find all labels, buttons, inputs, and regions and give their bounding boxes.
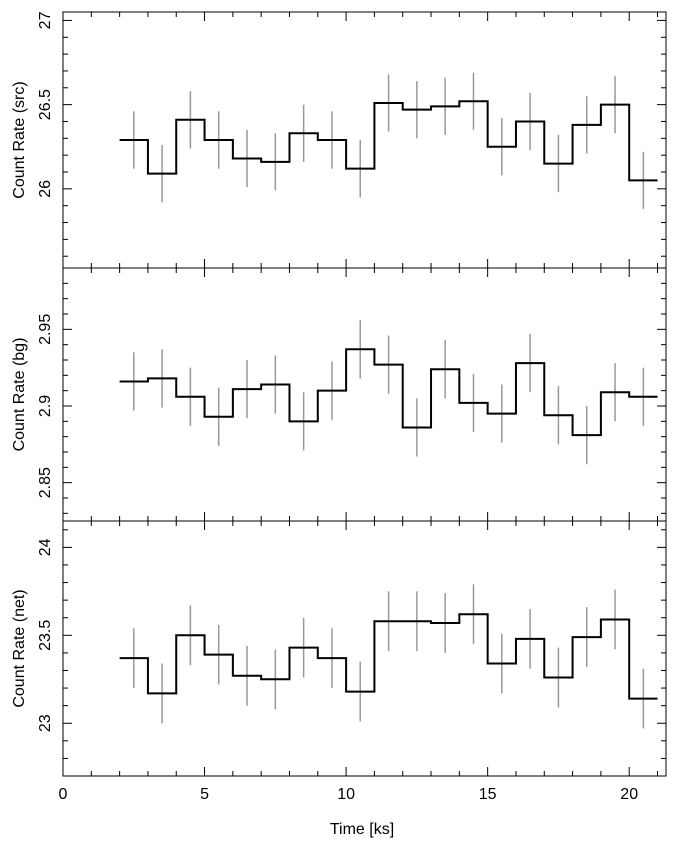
y-tick-label: 23 (37, 714, 54, 732)
series-step-line-net (119, 613, 658, 700)
y-axis-label-net: Count Rate (net) (11, 589, 28, 707)
panel-bg: 2.85 2.9 2.95 Count Rate (bg) (11, 267, 667, 522)
y-tick-label: 23.5 (37, 620, 54, 651)
panel-net: 23 23.5 24 Count Rate (net) (11, 520, 667, 777)
series-step-line-src (119, 100, 658, 182)
panel-src: 26 26.5 27 Count Rate (src) (11, 11, 667, 269)
y-tick-label: 26.5 (37, 89, 54, 120)
y-tick-label: 24 (37, 538, 54, 556)
x-tick-label: 10 (337, 786, 355, 803)
panel-frame-bg (62, 267, 667, 522)
y-tick-label: 2.9 (37, 395, 54, 417)
panel-frame-net (62, 520, 667, 777)
y-axis-label-src: Count Rate (src) (11, 81, 28, 198)
y-tick-label: 2.85 (37, 467, 54, 498)
x-tick-label: 5 (200, 786, 209, 803)
x-axis-label: Time [ks] (330, 821, 394, 838)
panel-frame-src (62, 11, 667, 269)
x-tick-label: 15 (479, 786, 497, 803)
y-tick-label: 27 (37, 11, 54, 29)
y-tick-label: 26 (37, 180, 54, 198)
x-tick-label: 20 (620, 786, 638, 803)
series-step-line-bg (119, 348, 658, 437)
y-axis-label-bg: Count Rate (bg) (11, 338, 28, 452)
y-tick-label: 2.95 (37, 314, 54, 345)
x-tick-label: 0 (59, 786, 68, 803)
panels-layer: 26 26.5 27 Count Rate (src) 2.85 2.9 2.95 Count… (11, 11, 667, 803)
